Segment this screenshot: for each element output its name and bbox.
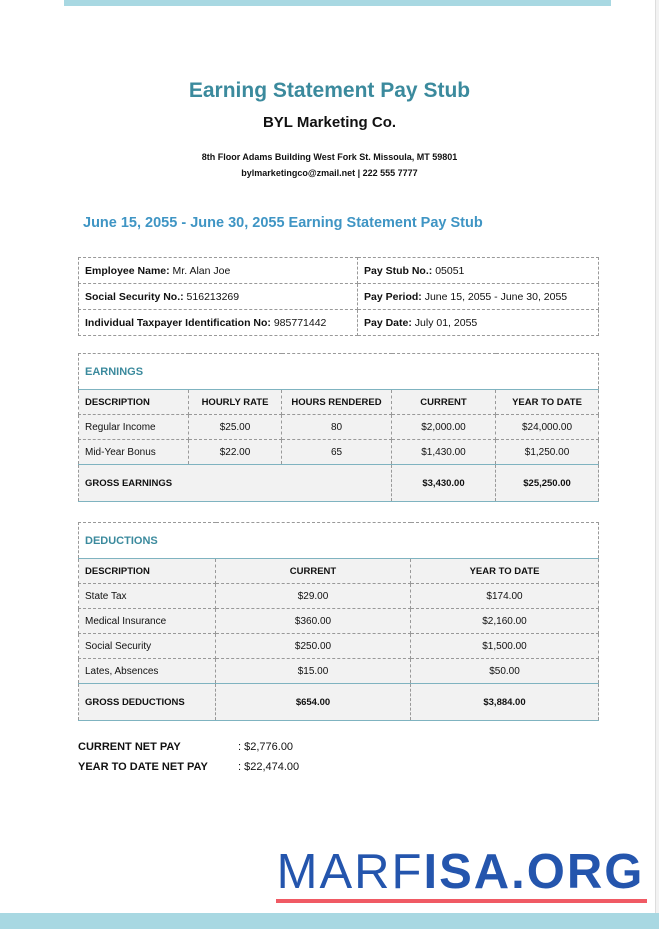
cell: $29.00 — [215, 583, 411, 609]
gross-current: $654.00 — [215, 683, 411, 721]
column-header: DESCRIPTION — [78, 389, 189, 415]
cell: $2,000.00 — [391, 414, 496, 440]
employee-name: Employee Name: Mr. Alan Joe — [78, 257, 358, 284]
gross-deductions-row: GROSS DEDUCTIONS $654.00 $3,884.00 — [78, 683, 599, 721]
gross-earnings-row: GROSS EARNINGS $3,430.00 $25,250.00 — [78, 464, 600, 502]
cell: Regular Income — [78, 414, 189, 440]
earnings-header-row: DESCRIPTION HOURLY RATE HOURS RENDERED C… — [78, 389, 600, 415]
period-heading: June 15, 2055 - June 30, 2055 Earning St… — [83, 215, 483, 231]
net-value: : $2,776.00 — [238, 741, 294, 753]
earnings-title: EARNINGS — [77, 353, 600, 390]
column-header: CURRENT — [215, 558, 411, 584]
column-header: YEAR TO DATE — [494, 389, 600, 415]
pay-date: Pay Date: July 01, 2055 — [357, 309, 599, 336]
table-row: Medical Insurance $360.00 $2,160.00 — [78, 608, 599, 634]
cell: $25.00 — [188, 414, 282, 440]
watermark-logo: MARFISA.ORG — [276, 845, 645, 899]
cell: $1,500.00 — [410, 633, 599, 659]
gross-ytd: $3,884.00 — [410, 683, 599, 721]
deductions-header-row: DESCRIPTION CURRENT YEAR TO DATE — [78, 558, 599, 584]
table-row: Mid-Year Bonus $22.00 65 $1,430.00 $1,25… — [78, 439, 600, 465]
column-header: CURRENT — [391, 389, 496, 415]
net-label: YEAR TO DATE NET PAY — [78, 761, 208, 773]
pay-stub-no: Pay Stub No.: 05051 — [357, 257, 599, 284]
net-value: : $22,474.00 — [238, 761, 300, 773]
cell: $2,160.00 — [410, 608, 599, 634]
cell: $174.00 — [410, 583, 599, 609]
gross-label: GROSS DEDUCTIONS — [78, 683, 216, 721]
cell: $1,250.00 — [494, 439, 600, 465]
taxpayer-id: Individual Taxpayer Identification No: 9… — [78, 309, 358, 336]
top-decorative-bar — [64, 0, 611, 6]
cell: $22.00 — [188, 439, 282, 465]
table-row: Social Security $250.00 $1,500.00 — [78, 633, 599, 659]
deductions-table: DEDUCTIONS DESCRIPTION CURRENT YEAR TO D… — [78, 522, 599, 721]
column-header: HOURLY RATE — [188, 389, 282, 415]
watermark-underline — [276, 899, 647, 903]
employee-info-table: Employee Name: Mr. Alan Joe Pay Stub No.… — [78, 257, 599, 336]
cell: $15.00 — [215, 658, 411, 684]
cell: $360.00 — [215, 608, 411, 634]
earnings-table: EARNINGS DESCRIPTION HOURLY RATE HOURS R… — [77, 353, 600, 502]
cell: Mid-Year Bonus — [78, 439, 189, 465]
gross-current: $3,430.00 — [391, 464, 496, 502]
cell: 65 — [281, 439, 392, 465]
company-address: 8th Floor Adams Building West Fork St. M… — [201, 152, 458, 162]
table-row: Lates, Absences $15.00 $50.00 — [78, 658, 599, 684]
cell: State Tax — [78, 583, 216, 609]
table-row: State Tax $29.00 $174.00 — [78, 583, 599, 609]
company-name: BYL Marketing Co. — [262, 114, 397, 131]
company-contact: bylmarketingco@zmail.net | 222 555 7777 — [241, 168, 418, 178]
column-header: HOURS RENDERED — [281, 389, 392, 415]
page-edge — [655, 0, 659, 929]
bottom-decorative-bar — [0, 913, 659, 929]
net-label: CURRENT NET PAY — [78, 741, 181, 753]
pay-period: Pay Period: June 15, 2055 - June 30, 205… — [357, 283, 599, 310]
table-row: Regular Income $25.00 80 $2,000.00 $24,0… — [78, 414, 600, 440]
column-header: DESCRIPTION — [78, 558, 216, 584]
gross-ytd: $25,250.00 — [494, 464, 600, 502]
cell: Medical Insurance — [78, 608, 216, 634]
cell: Social Security — [78, 633, 216, 659]
current-net-pay: CURRENT NET PAY : $2,776.00 — [78, 741, 293, 753]
cell: $24,000.00 — [494, 414, 600, 440]
cell: $50.00 — [410, 658, 599, 684]
social-security-no: Social Security No.: 516213269 — [78, 283, 358, 310]
cell: $1,430.00 — [391, 439, 496, 465]
cell: Lates, Absences — [78, 658, 216, 684]
deductions-title: DEDUCTIONS — [78, 522, 599, 559]
column-header: YEAR TO DATE — [410, 558, 599, 584]
cell: $250.00 — [215, 633, 411, 659]
gross-label: GROSS EARNINGS — [78, 464, 392, 502]
ytd-net-pay: YEAR TO DATE NET PAY : $22,474.00 — [78, 761, 299, 773]
cell: 80 — [281, 414, 392, 440]
document-title: Earning Statement Pay Stub — [188, 79, 471, 102]
